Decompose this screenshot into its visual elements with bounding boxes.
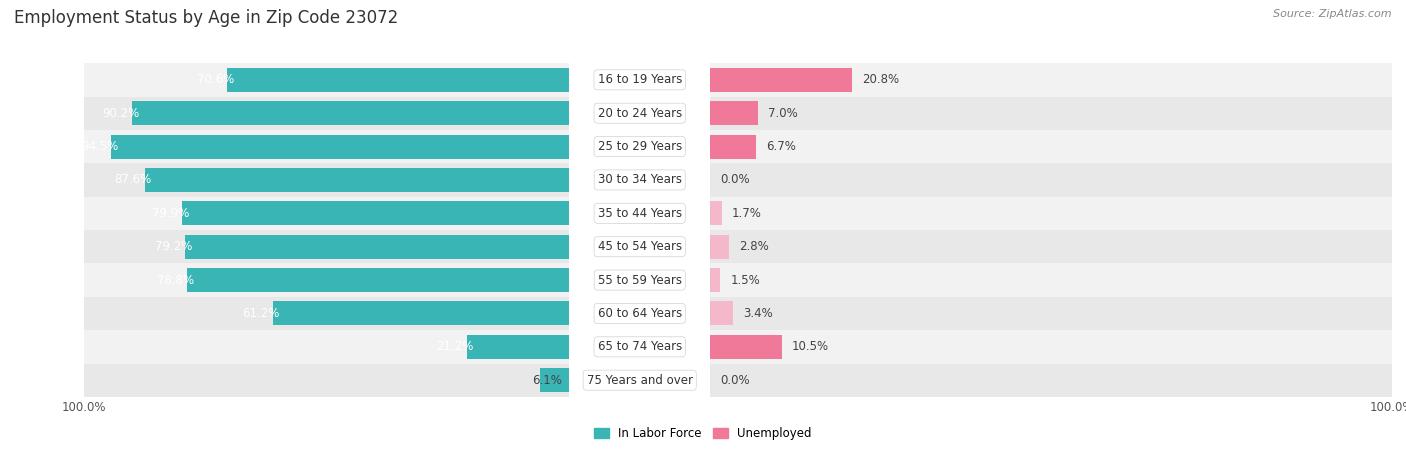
Bar	[181, 201, 569, 226]
Bar	[710, 330, 920, 364]
Bar	[710, 297, 910, 330]
Bar	[540, 368, 569, 392]
Text: 35 to 44 Years: 35 to 44 Years	[598, 207, 682, 220]
Text: 30 to 34 Years: 30 to 34 Years	[598, 174, 682, 186]
Bar	[273, 301, 569, 326]
Bar	[710, 335, 782, 359]
Bar	[710, 97, 859, 130]
Legend: In Labor Force, Unemployed: In Labor Force, Unemployed	[589, 423, 817, 445]
Bar	[226, 68, 569, 92]
Bar	[710, 163, 1392, 197]
Bar	[710, 268, 720, 292]
Bar	[710, 163, 875, 197]
Bar	[710, 301, 733, 326]
Text: Source: ZipAtlas.com: Source: ZipAtlas.com	[1274, 9, 1392, 19]
Text: 21.2%: 21.2%	[436, 341, 474, 353]
Text: 10.5%: 10.5%	[792, 341, 830, 353]
Text: 1.7%: 1.7%	[733, 207, 762, 220]
Bar	[710, 235, 730, 259]
Bar	[186, 235, 569, 259]
Text: 65 to 74 Years: 65 to 74 Years	[598, 341, 682, 353]
Bar	[111, 134, 569, 159]
Text: 60 to 64 Years: 60 to 64 Years	[598, 307, 682, 320]
Bar	[186, 235, 569, 259]
Text: 45 to 54 Years: 45 to 54 Years	[598, 240, 682, 253]
Bar	[84, 330, 569, 364]
Bar	[710, 197, 1392, 230]
Text: 0.0%: 0.0%	[720, 374, 749, 387]
Bar	[710, 101, 758, 125]
Bar	[710, 63, 1392, 97]
Bar	[84, 197, 569, 230]
Bar	[132, 101, 569, 125]
Text: 0.0%: 0.0%	[720, 174, 749, 186]
Bar	[710, 230, 891, 263]
Bar	[226, 68, 569, 92]
Text: 94.5%: 94.5%	[82, 140, 118, 153]
Text: 87.6%: 87.6%	[114, 174, 152, 186]
Bar	[181, 201, 569, 226]
Bar	[84, 297, 569, 330]
Text: 3.4%: 3.4%	[744, 307, 773, 320]
Text: 25 to 29 Years: 25 to 29 Years	[598, 140, 682, 153]
Bar	[710, 68, 852, 92]
Bar	[84, 263, 569, 297]
Text: 20 to 24 Years: 20 to 24 Years	[598, 107, 682, 120]
Text: 16 to 19 Years: 16 to 19 Years	[598, 74, 682, 86]
Bar	[145, 168, 569, 192]
Bar	[710, 197, 883, 230]
Text: 78.8%: 78.8%	[157, 274, 194, 286]
Bar	[540, 368, 569, 392]
Bar	[84, 163, 569, 197]
Bar	[132, 101, 569, 125]
Bar	[84, 364, 569, 397]
Bar	[710, 134, 755, 159]
Bar	[467, 335, 569, 359]
Text: Employment Status by Age in Zip Code 23072: Employment Status by Age in Zip Code 230…	[14, 9, 398, 27]
Bar	[710, 301, 733, 326]
Bar	[111, 134, 569, 159]
Bar	[710, 330, 1392, 364]
Bar	[710, 97, 1392, 130]
Bar	[710, 201, 721, 226]
Text: 90.2%: 90.2%	[101, 107, 139, 120]
Bar	[710, 134, 755, 159]
Bar	[84, 230, 569, 263]
Bar	[84, 97, 569, 130]
Text: 2.8%: 2.8%	[740, 240, 769, 253]
Bar	[187, 268, 569, 292]
Bar	[710, 263, 1392, 297]
Bar	[84, 130, 569, 163]
Text: 6.7%: 6.7%	[766, 140, 796, 153]
Bar	[187, 268, 569, 292]
Bar	[710, 263, 900, 297]
Text: 20.8%: 20.8%	[862, 74, 900, 86]
Text: 1.5%: 1.5%	[731, 274, 761, 286]
Bar	[710, 63, 717, 97]
Bar	[710, 235, 730, 259]
Bar	[710, 101, 758, 125]
Bar	[710, 230, 1392, 263]
Bar	[710, 364, 929, 397]
Text: 61.2%: 61.2%	[242, 307, 280, 320]
Text: 79.9%: 79.9%	[152, 207, 190, 220]
Text: 6.1%: 6.1%	[533, 374, 562, 387]
Bar	[710, 268, 720, 292]
Bar	[710, 130, 1392, 163]
Bar	[145, 168, 569, 192]
Text: 7.0%: 7.0%	[768, 107, 797, 120]
Bar	[710, 364, 1392, 397]
Text: 55 to 59 Years: 55 to 59 Years	[598, 274, 682, 286]
Text: 75 Years and over: 75 Years and over	[586, 374, 693, 387]
Bar	[273, 301, 569, 326]
Bar	[710, 335, 782, 359]
Bar	[710, 130, 866, 163]
Bar	[710, 297, 1392, 330]
Text: 70.6%: 70.6%	[197, 74, 235, 86]
Text: 79.2%: 79.2%	[155, 240, 193, 253]
Bar	[84, 63, 569, 97]
Bar	[710, 68, 852, 92]
Bar	[710, 201, 721, 226]
Bar	[467, 335, 569, 359]
